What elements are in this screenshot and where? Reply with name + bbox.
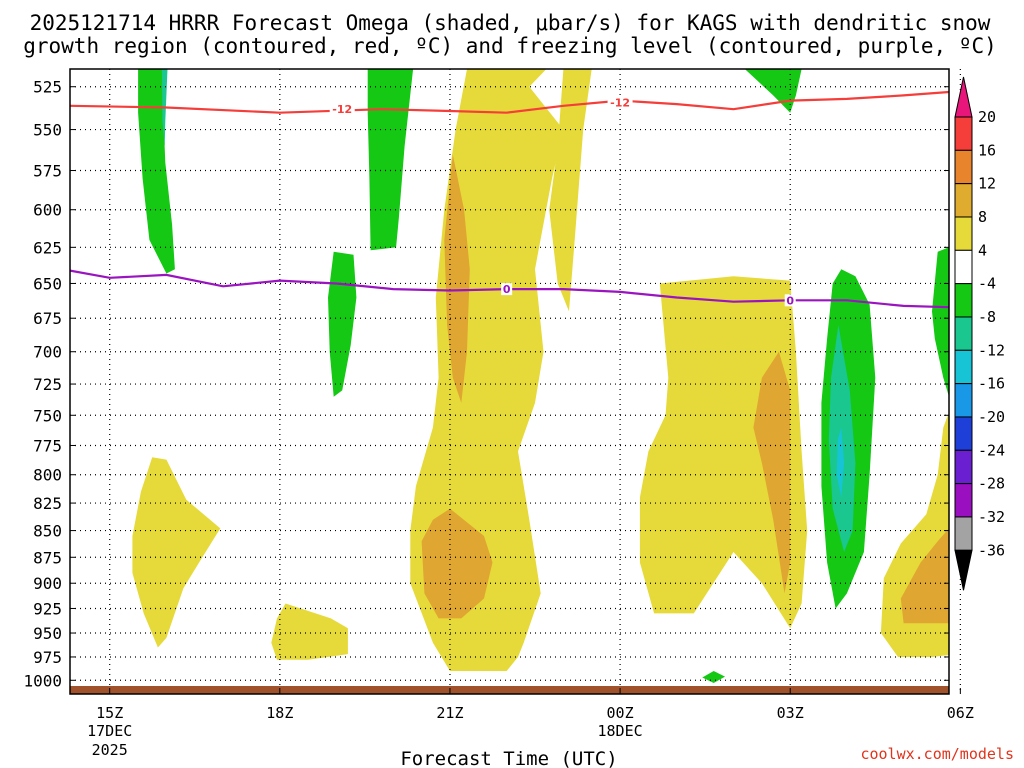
colorbar-label-9: -20 (978, 408, 1005, 426)
colorbar-label-8: -16 (978, 375, 1005, 393)
colorbar-swatch-5 (954, 283, 973, 318)
colorbar-label-6: -8 (978, 308, 996, 326)
colorbar-label-7: -12 (978, 341, 1005, 359)
colorbar-label-5: -4 (978, 275, 996, 293)
omega-region-cyan-4 (836, 427, 845, 498)
omega-region-orange-b (421, 508, 493, 619)
y-tick-label-600: 600 (33, 201, 62, 220)
colorbar-swatch-12 (954, 516, 973, 551)
colorbar-label-1: 16 (978, 141, 996, 159)
omega-region-yellow-f (271, 603, 348, 660)
colorbar-swatch-10 (954, 449, 973, 485)
omega-region-orange-c (753, 351, 791, 594)
y-tick-label-575: 575 (33, 162, 62, 181)
omega-region-green-0 (138, 69, 175, 274)
omega-shading (132, 69, 949, 683)
colorbar-bottom-arrow (954, 549, 973, 591)
y-tick-label-625: 625 (33, 238, 62, 257)
y-tick-label-1000: 1000 (23, 671, 62, 690)
x-axis-label: Forecast Time (UTC) (400, 748, 617, 768)
omega-region-yellow-b (549, 69, 592, 312)
x-tick-label-21Z: 21Z (436, 704, 463, 722)
colorbar-swatch-0 (954, 116, 973, 151)
colorbar-swatch-1 (954, 149, 973, 185)
contour-label-bg (501, 283, 513, 296)
y-tick-label-675: 675 (33, 309, 62, 328)
y-tick-label-875: 875 (33, 548, 62, 567)
colorbar-label-3: 8 (978, 208, 987, 226)
colorbar-swatch-2 (954, 183, 973, 218)
grid-lines (70, 69, 961, 694)
contour-label-bg (607, 96, 633, 109)
omega-region-yellow-d (880, 412, 949, 657)
y-tick-label-975: 975 (33, 648, 62, 667)
colorbar-label-0: 20 (978, 108, 996, 126)
colorbar-swatch-8 (954, 383, 973, 418)
contour-label-0: -12 (332, 103, 352, 116)
pressure-axis: 525 550 575 600 625 650 675 700 725 750 775 800 825 8… (23, 78, 949, 690)
y-tick-label-650: 650 (33, 274, 62, 293)
colorbar-label-4: 4 (978, 241, 987, 259)
colorbar-swatch-7 (954, 349, 973, 385)
colorbar-label-2: 12 (978, 175, 996, 193)
contour-lines: -12 -12 0 0 (70, 90, 949, 309)
colorbar-swatch-6 (954, 316, 973, 351)
colorbar-swatch-3 (954, 216, 973, 251)
terrain-band (70, 686, 949, 694)
colorbar: 20 16 12 8 4 -4 -8 -12 -16 -20 -24 -28 -32 -36 (954, 76, 1005, 591)
contour-label-bg (784, 294, 796, 307)
colorbar-swatch-11 (954, 483, 973, 518)
contour-label-1: -12 (610, 96, 630, 109)
contour-label-3: 0 (786, 294, 794, 307)
plot-frame (69, 68, 950, 695)
colorbar-label-12: -32 (978, 508, 1005, 526)
contour-label-bg (329, 103, 355, 116)
colorbar-swatch-4 (954, 249, 973, 285)
y-tick-label-700: 700 (33, 343, 62, 362)
colorbar-swatch-9 (954, 416, 973, 451)
omega-region-orange-d (900, 528, 949, 624)
y-tick-label-925: 925 (33, 599, 62, 618)
y-tick-label-900: 900 (33, 574, 62, 593)
y-tick-label-775: 775 (33, 436, 62, 455)
omega-region-green-1 (328, 251, 357, 397)
x-tick-label-00Z: 00Z (607, 704, 634, 722)
chart-title-line-1: 2025121714 HRRR Forecast Omega (shaded, … (30, 11, 991, 35)
x-tick-label-15Z: 15Z (96, 704, 123, 722)
colorbar-label-13: -36 (978, 541, 1005, 559)
y-tick-label-525: 525 (33, 78, 62, 97)
omega-region-yellow-e (132, 457, 221, 648)
y-tick-label-550: 550 (33, 121, 62, 140)
omega-region-green-6 (702, 671, 725, 683)
x-tick-sublabel: 18DEC (598, 722, 643, 740)
contour-label-2: 0 (503, 283, 511, 296)
omega-region-orange-a (444, 154, 470, 403)
credit-text: coolwx.com/models (860, 745, 1014, 763)
omega-region-yellow-c (639, 276, 808, 629)
y-tick-label-800: 800 (33, 466, 62, 485)
omega-region-green-2 (367, 69, 414, 251)
y-tick-label-850: 850 (33, 522, 62, 541)
y-tick-label-725: 725 (33, 375, 62, 394)
colorbar-label-10: -24 (978, 441, 1005, 459)
dgz-contour-line (70, 90, 949, 114)
x-tick-label-06Z: 06Z (947, 704, 974, 722)
x-tick-label-18Z: 18Z (266, 704, 293, 722)
colorbar-label-11: -28 (978, 475, 1005, 493)
y-tick-label-825: 825 (33, 494, 62, 513)
x-tick-year: 2025 (92, 741, 128, 759)
chart-title-line-2: growth region (contoured, red, ºC) and f… (23, 34, 997, 58)
colorbar-top-arrow (954, 76, 973, 118)
x-tick-label-03Z: 03Z (777, 704, 804, 722)
y-tick-label-750: 750 (33, 406, 62, 425)
x-tick-sublabel: 17DEC (87, 722, 132, 740)
omega-region-green-5 (932, 247, 949, 397)
y-tick-label-950: 950 (33, 624, 62, 643)
